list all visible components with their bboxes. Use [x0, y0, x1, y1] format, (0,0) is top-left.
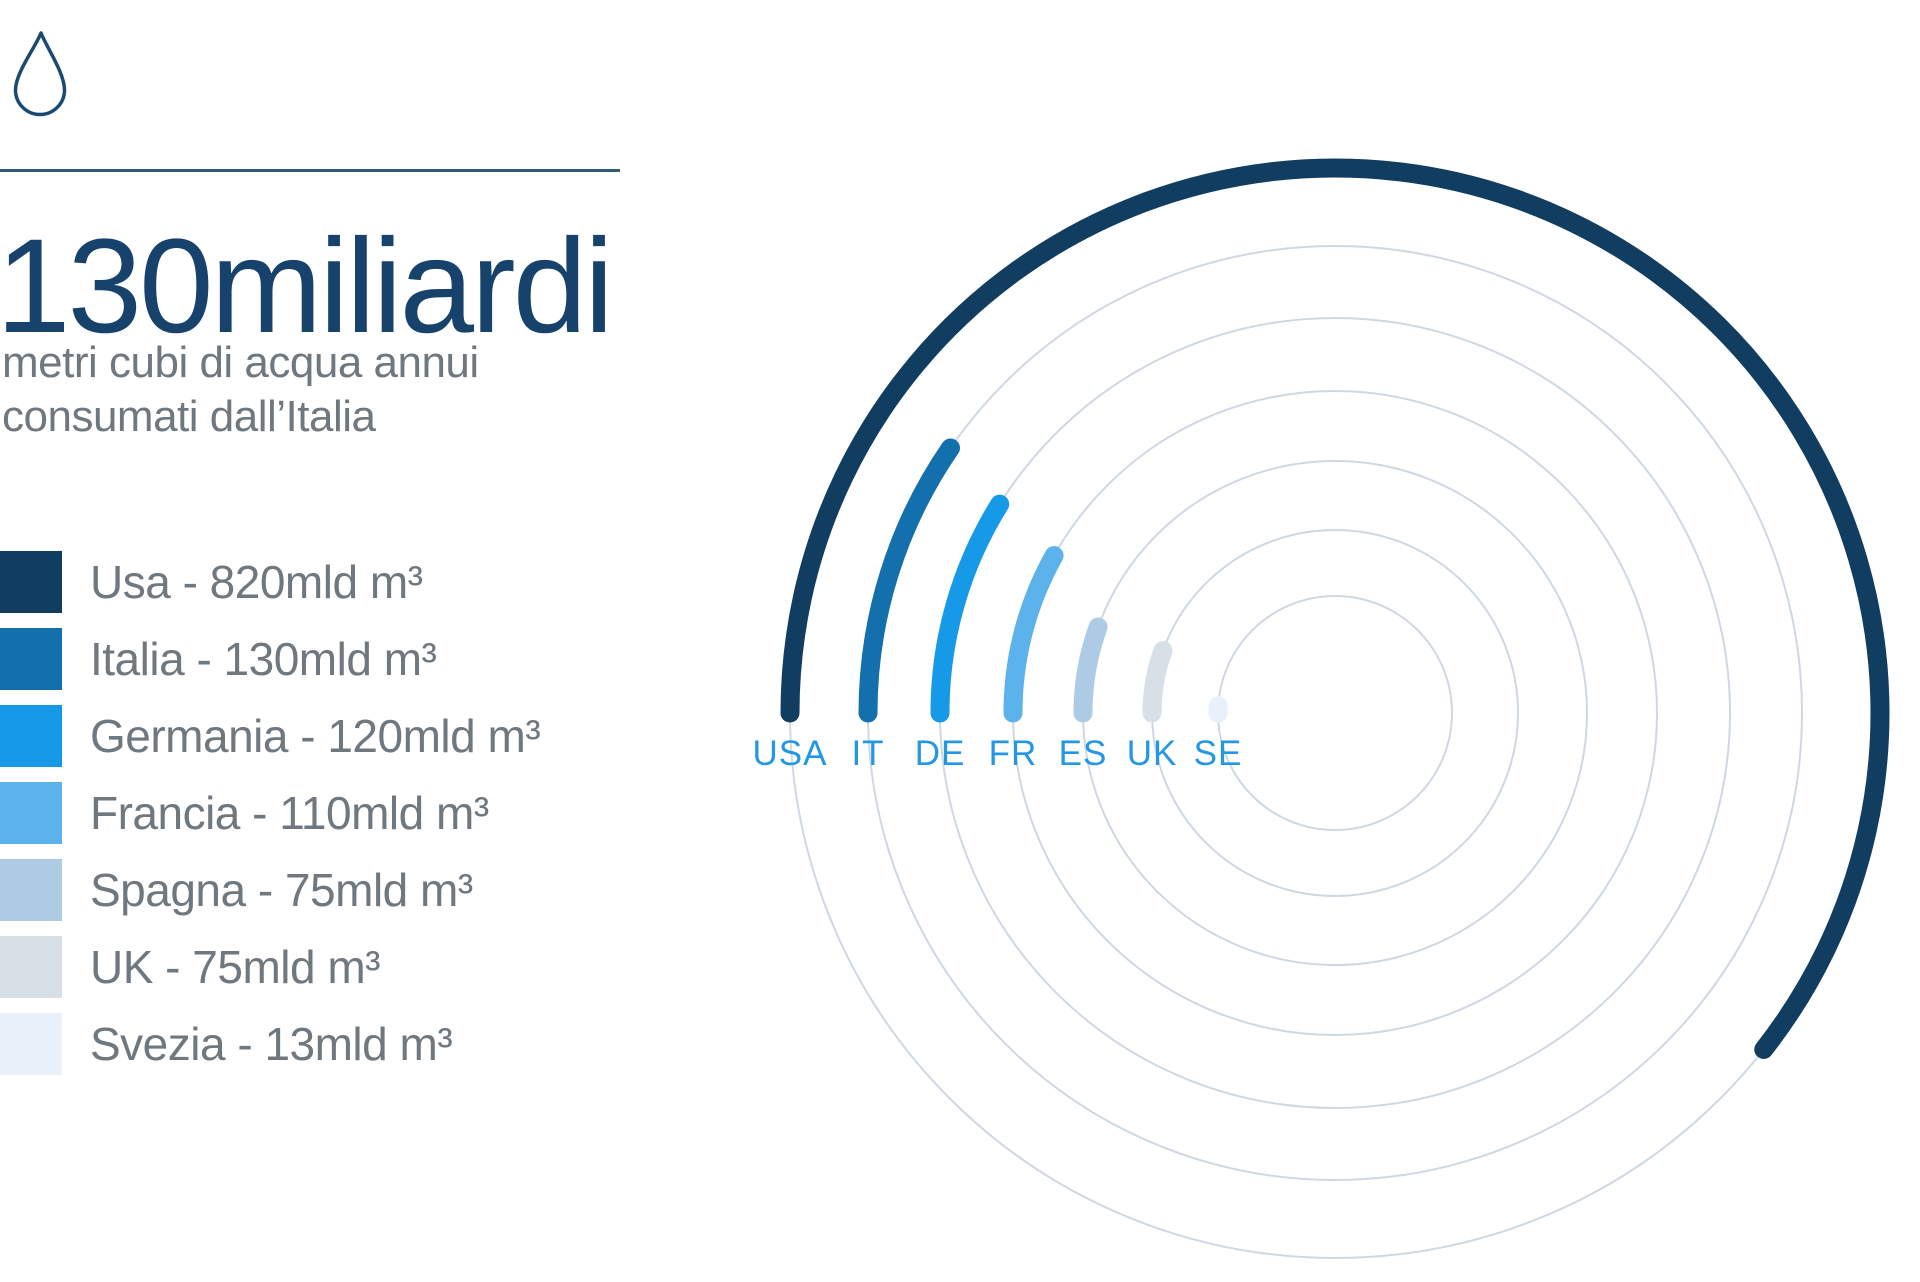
legend-item-uk: UK - 75mld m³: [0, 936, 540, 998]
legend-label-svezia: Svezia - 13mld m³: [90, 1018, 453, 1070]
axis-label-usa: USA: [753, 734, 828, 773]
legend-swatch-germania: [0, 705, 62, 767]
legend-item-spagna: Spagna - 75mld m³: [0, 859, 540, 921]
value-arc-es: [1073, 617, 1108, 723]
subtitle-line-1: metri cubi di acqua annui: [2, 338, 479, 387]
headline-value: 130miliardi: [0, 212, 614, 361]
legend-item-francia: Francia - 110mld m³: [0, 782, 540, 844]
legend-label-uk: UK - 75mld m³: [90, 941, 380, 993]
legend-label-spagna: Spagna - 75mld m³: [90, 864, 473, 916]
subtitle-line-2: consumati dall’Italia: [2, 391, 376, 441]
axis-label-de: DE: [915, 734, 966, 773]
legend-swatch-francia: [0, 782, 62, 844]
legend-swatch-spagna: [0, 859, 62, 921]
value-arc-uk: [1142, 641, 1173, 723]
value-arc-fr: [1003, 546, 1064, 723]
legend-item-usa: Usa - 820mld m³: [0, 551, 540, 613]
axis-label-fr: FR: [989, 734, 1038, 773]
legend-swatch-usa: [0, 551, 62, 613]
axis-label-se: SE: [1194, 734, 1243, 773]
legend-item-svezia: Svezia - 13mld m³: [0, 1013, 540, 1075]
headline-description: metri cubi di acqua annui consumati dall’…: [2, 336, 479, 443]
legend-label-germania: Germania - 120mld m³: [90, 710, 541, 762]
divider-line: [0, 169, 620, 172]
legend-swatch-svezia: [0, 1013, 62, 1075]
grid-circle-fr: [1012, 390, 1658, 1036]
grid-circle-se: [1217, 595, 1453, 831]
legend-item-italia: Italia - 130mld m³: [0, 628, 540, 690]
water-drop-outline: [13, 31, 67, 117]
axis-label-es: ES: [1059, 734, 1108, 773]
legend-label-francia: Francia - 110mld m³: [90, 787, 489, 839]
value-arc-de: [930, 494, 1010, 723]
value-arc-it: [858, 438, 960, 723]
water-drop-icon: [13, 31, 67, 117]
axis-label-it: IT: [851, 734, 884, 773]
legend-swatch-uk: [0, 936, 62, 998]
grid-circle-de: [939, 317, 1731, 1109]
legend-swatch-italia: [0, 628, 62, 690]
value-arc-usa: [780, 158, 1890, 1059]
axis-label-uk: UK: [1127, 734, 1178, 773]
legend: Usa - 820mld m³ Italia - 130mld m³ Germani…: [0, 551, 541, 1090]
legend-item-germania: Germania - 120mld m³: [0, 705, 541, 767]
grid-circle-uk: [1151, 529, 1519, 897]
legend-label-usa: Usa - 820mld m³: [90, 556, 423, 608]
legend-label-italia: Italia - 130mld m³: [90, 633, 437, 685]
